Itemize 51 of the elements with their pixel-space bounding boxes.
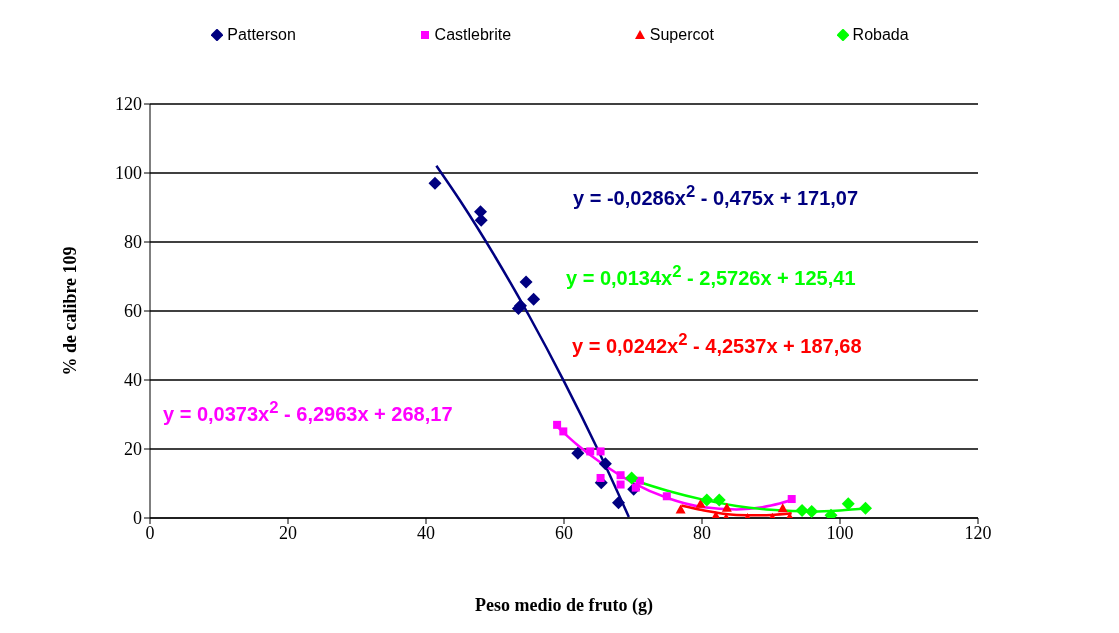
x-tick-label: 20 <box>279 522 297 543</box>
point <box>519 275 533 289</box>
legend-label: Castlebrite <box>434 26 512 44</box>
point <box>474 213 488 227</box>
point <box>596 473 605 482</box>
point <box>571 446 585 460</box>
point <box>616 480 625 489</box>
y-tick-label: 120 <box>115 94 142 115</box>
annotation: y = 0,0134x$^{2}$ - 2,5726x + 125,41 <box>566 262 856 290</box>
x-tick-label: 100 <box>826 522 854 543</box>
point <box>787 495 796 504</box>
point <box>596 447 605 456</box>
x-tick-label: 80 <box>693 522 711 543</box>
point <box>712 493 726 507</box>
x-axis-title: Peso medio de fruto (g) <box>475 594 653 616</box>
point <box>586 447 595 456</box>
point <box>598 457 612 471</box>
x-tick-label: 120 <box>964 522 992 543</box>
x-tick-label: 60 <box>555 522 573 543</box>
legend-label: Patterson <box>227 26 296 44</box>
point <box>795 503 809 517</box>
point <box>695 498 706 508</box>
point <box>777 503 788 513</box>
legend-label: Supercot <box>649 26 714 44</box>
point <box>612 496 626 510</box>
point <box>625 471 639 485</box>
point <box>662 492 671 501</box>
point <box>841 497 855 511</box>
y-tick-label: 80 <box>124 232 142 253</box>
y-tick-label: 60 <box>124 301 142 322</box>
x-tick-label: 0 <box>145 522 155 543</box>
point <box>553 420 562 429</box>
y-axis-title: % de calibre 109 <box>60 246 81 376</box>
point <box>428 176 442 190</box>
point <box>859 501 873 515</box>
y-tick-label: 100 <box>115 163 142 184</box>
point <box>675 504 686 514</box>
x-tick-label: 40 <box>417 522 435 543</box>
y-tick-label: 40 <box>124 370 142 391</box>
point <box>805 504 819 518</box>
y-tick-label: 20 <box>124 439 142 460</box>
point <box>700 493 714 507</box>
point <box>527 292 541 306</box>
annotation: y = 0,0373x$^{2}$ - 6,2963x + 268,17 <box>163 398 453 426</box>
annotation: y = -0,0286x$^{2}$ - 0,475x + 171,07 <box>573 182 859 210</box>
point <box>721 502 732 512</box>
annotation: y = 0,0242x$^{2}$ - 4,2537x + 187,68 <box>572 330 862 358</box>
point <box>616 471 625 480</box>
y-tick-label: 0 <box>133 508 142 529</box>
point <box>559 427 568 436</box>
legend-label: Robada <box>852 26 909 44</box>
